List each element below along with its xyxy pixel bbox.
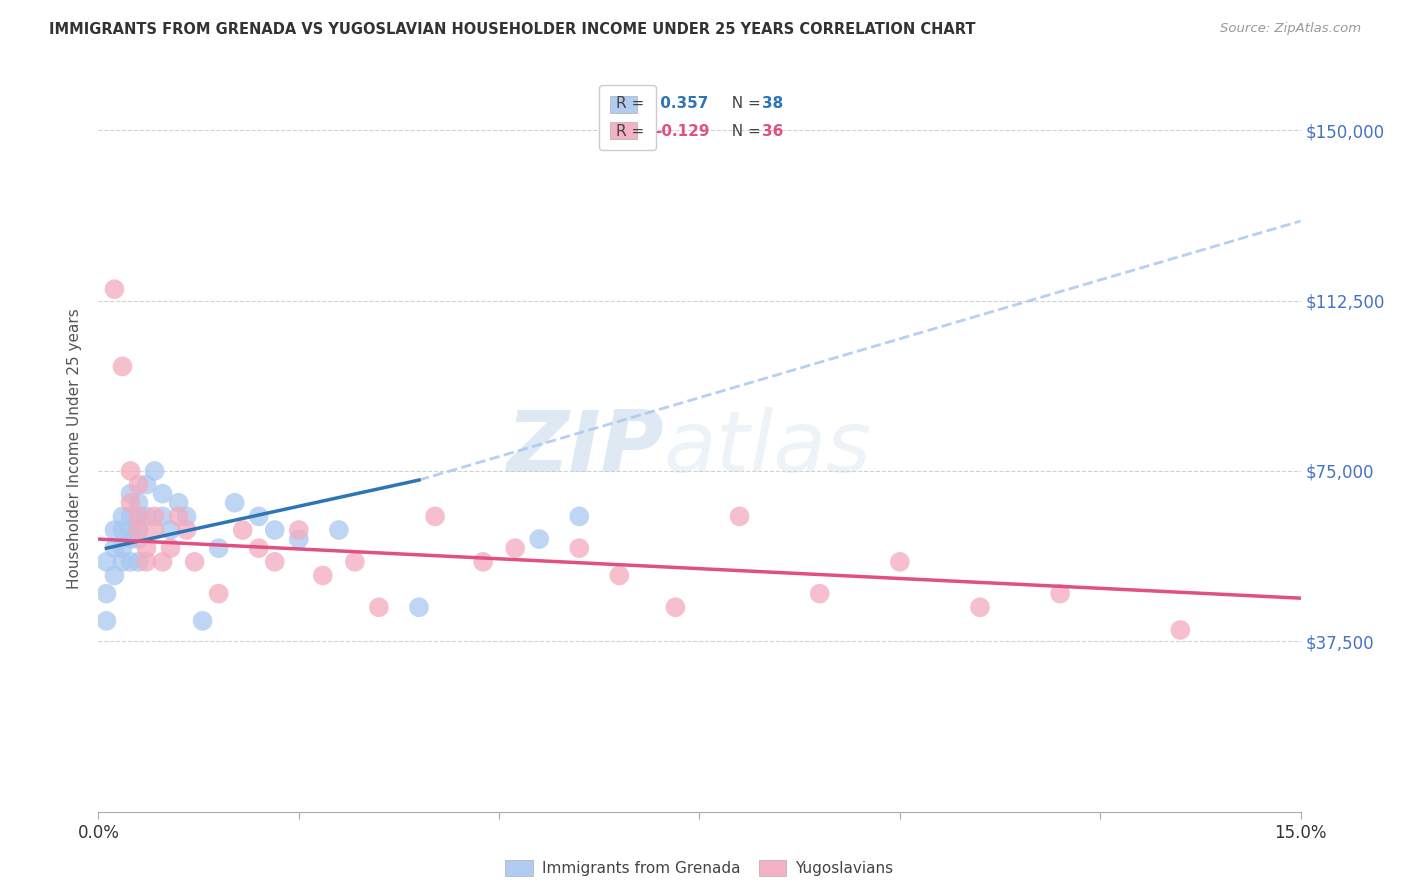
Point [728, 509, 751, 524]
Text: 0.357: 0.357 [655, 95, 709, 111]
Point [111, 541, 134, 556]
Point [224, 496, 246, 510]
Text: IMMIGRANTS FROM GRENADA VS YUGOSLAVIAN HOUSEHOLDER INCOME UNDER 25 YEARS CORRELA: IMMIGRANTS FROM GRENADA VS YUGOSLAVIAN H… [49, 22, 976, 37]
Point [247, 541, 270, 556]
Point [96, 614, 118, 628]
Point [111, 555, 134, 569]
Point [1170, 623, 1192, 637]
Point [263, 523, 285, 537]
Point [135, 555, 157, 569]
Point [368, 600, 391, 615]
Point [423, 509, 446, 524]
Point [128, 509, 150, 524]
Point [103, 568, 125, 582]
Point [120, 464, 142, 478]
Text: ZIP: ZIP [506, 407, 664, 490]
Point [503, 541, 526, 556]
Point [167, 496, 190, 510]
Point [120, 496, 142, 510]
Point [135, 541, 157, 556]
Point [208, 587, 231, 601]
Point [111, 509, 134, 524]
Point [288, 532, 311, 546]
Point [103, 541, 125, 556]
Point [128, 496, 150, 510]
Point [128, 523, 150, 537]
Text: -0.129: -0.129 [655, 125, 710, 139]
Y-axis label: Householder Income Under 25 years: Householder Income Under 25 years [67, 308, 83, 589]
Point [128, 523, 150, 537]
Point [312, 568, 335, 582]
Point [128, 532, 150, 546]
Point [568, 509, 591, 524]
Point [96, 587, 118, 601]
Point [969, 600, 991, 615]
Text: Source: ZipAtlas.com: Source: ZipAtlas.com [1220, 22, 1361, 36]
Point [247, 509, 270, 524]
Text: N =: N = [721, 125, 765, 139]
Point [103, 523, 125, 537]
Point [159, 523, 181, 537]
Point [889, 555, 911, 569]
Point [263, 555, 285, 569]
Point [128, 477, 150, 491]
Legend: Immigrants from Grenada, Yugoslavians: Immigrants from Grenada, Yugoslavians [498, 853, 901, 884]
Point [808, 587, 831, 601]
Point [208, 541, 231, 556]
Point [152, 555, 174, 569]
Point [288, 523, 311, 537]
Point [176, 523, 198, 537]
Point [120, 509, 142, 524]
Point [128, 555, 150, 569]
Point [143, 523, 166, 537]
Point [167, 509, 190, 524]
Point [96, 555, 118, 569]
Point [120, 555, 142, 569]
Point [328, 523, 350, 537]
Point [472, 555, 495, 569]
Point [143, 509, 166, 524]
Point [1049, 587, 1071, 601]
Point [152, 486, 174, 500]
Point [120, 486, 142, 500]
Point [408, 600, 430, 615]
Point [232, 523, 254, 537]
Point [568, 541, 591, 556]
Point [152, 509, 174, 524]
Text: N =: N = [721, 95, 765, 111]
Point [120, 532, 142, 546]
Point [128, 509, 150, 524]
Point [183, 555, 205, 569]
Point [343, 555, 366, 569]
Point [529, 532, 551, 546]
Point [120, 523, 142, 537]
Text: 36: 36 [762, 125, 783, 139]
Point [103, 282, 125, 296]
Point [609, 568, 631, 582]
Text: R =: R = [616, 95, 650, 111]
Point [111, 359, 134, 374]
Point [135, 509, 157, 524]
Point [176, 509, 198, 524]
Text: R =: R = [616, 125, 650, 139]
Point [143, 464, 166, 478]
Text: atlas: atlas [664, 407, 872, 490]
Point [191, 614, 214, 628]
Text: 38: 38 [762, 95, 783, 111]
Point [159, 541, 181, 556]
Point [135, 477, 157, 491]
Point [111, 523, 134, 537]
Point [664, 600, 686, 615]
